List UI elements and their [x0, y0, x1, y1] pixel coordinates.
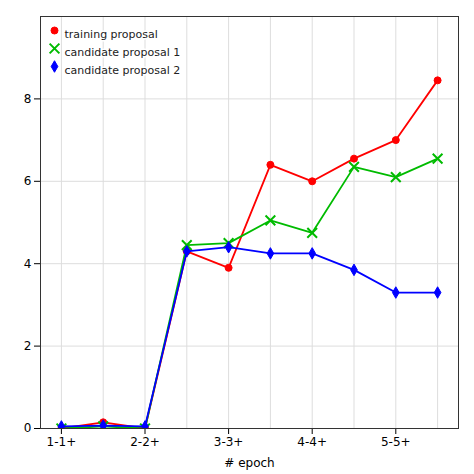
- svg-text:candidate proposal 2: candidate proposal 2: [65, 64, 181, 77]
- svg-text:3-3+: 3-3+: [214, 435, 244, 449]
- svg-text:4: 4: [24, 257, 32, 271]
- svg-text:0: 0: [24, 421, 32, 435]
- svg-text:6: 6: [24, 174, 32, 188]
- svg-text:2: 2: [24, 339, 32, 353]
- svg-text:4-4+: 4-4+: [297, 435, 327, 449]
- svg-text:training proposal: training proposal: [65, 28, 158, 41]
- svg-text:candidate proposal 1: candidate proposal 1: [65, 46, 181, 59]
- svg-text:8: 8: [24, 92, 32, 106]
- svg-text:2-2+: 2-2+: [130, 435, 160, 449]
- svg-text:1-1+: 1-1+: [47, 435, 77, 449]
- svg-text:# epoch: # epoch: [224, 456, 274, 470]
- svg-text:5-5+: 5-5+: [381, 435, 411, 449]
